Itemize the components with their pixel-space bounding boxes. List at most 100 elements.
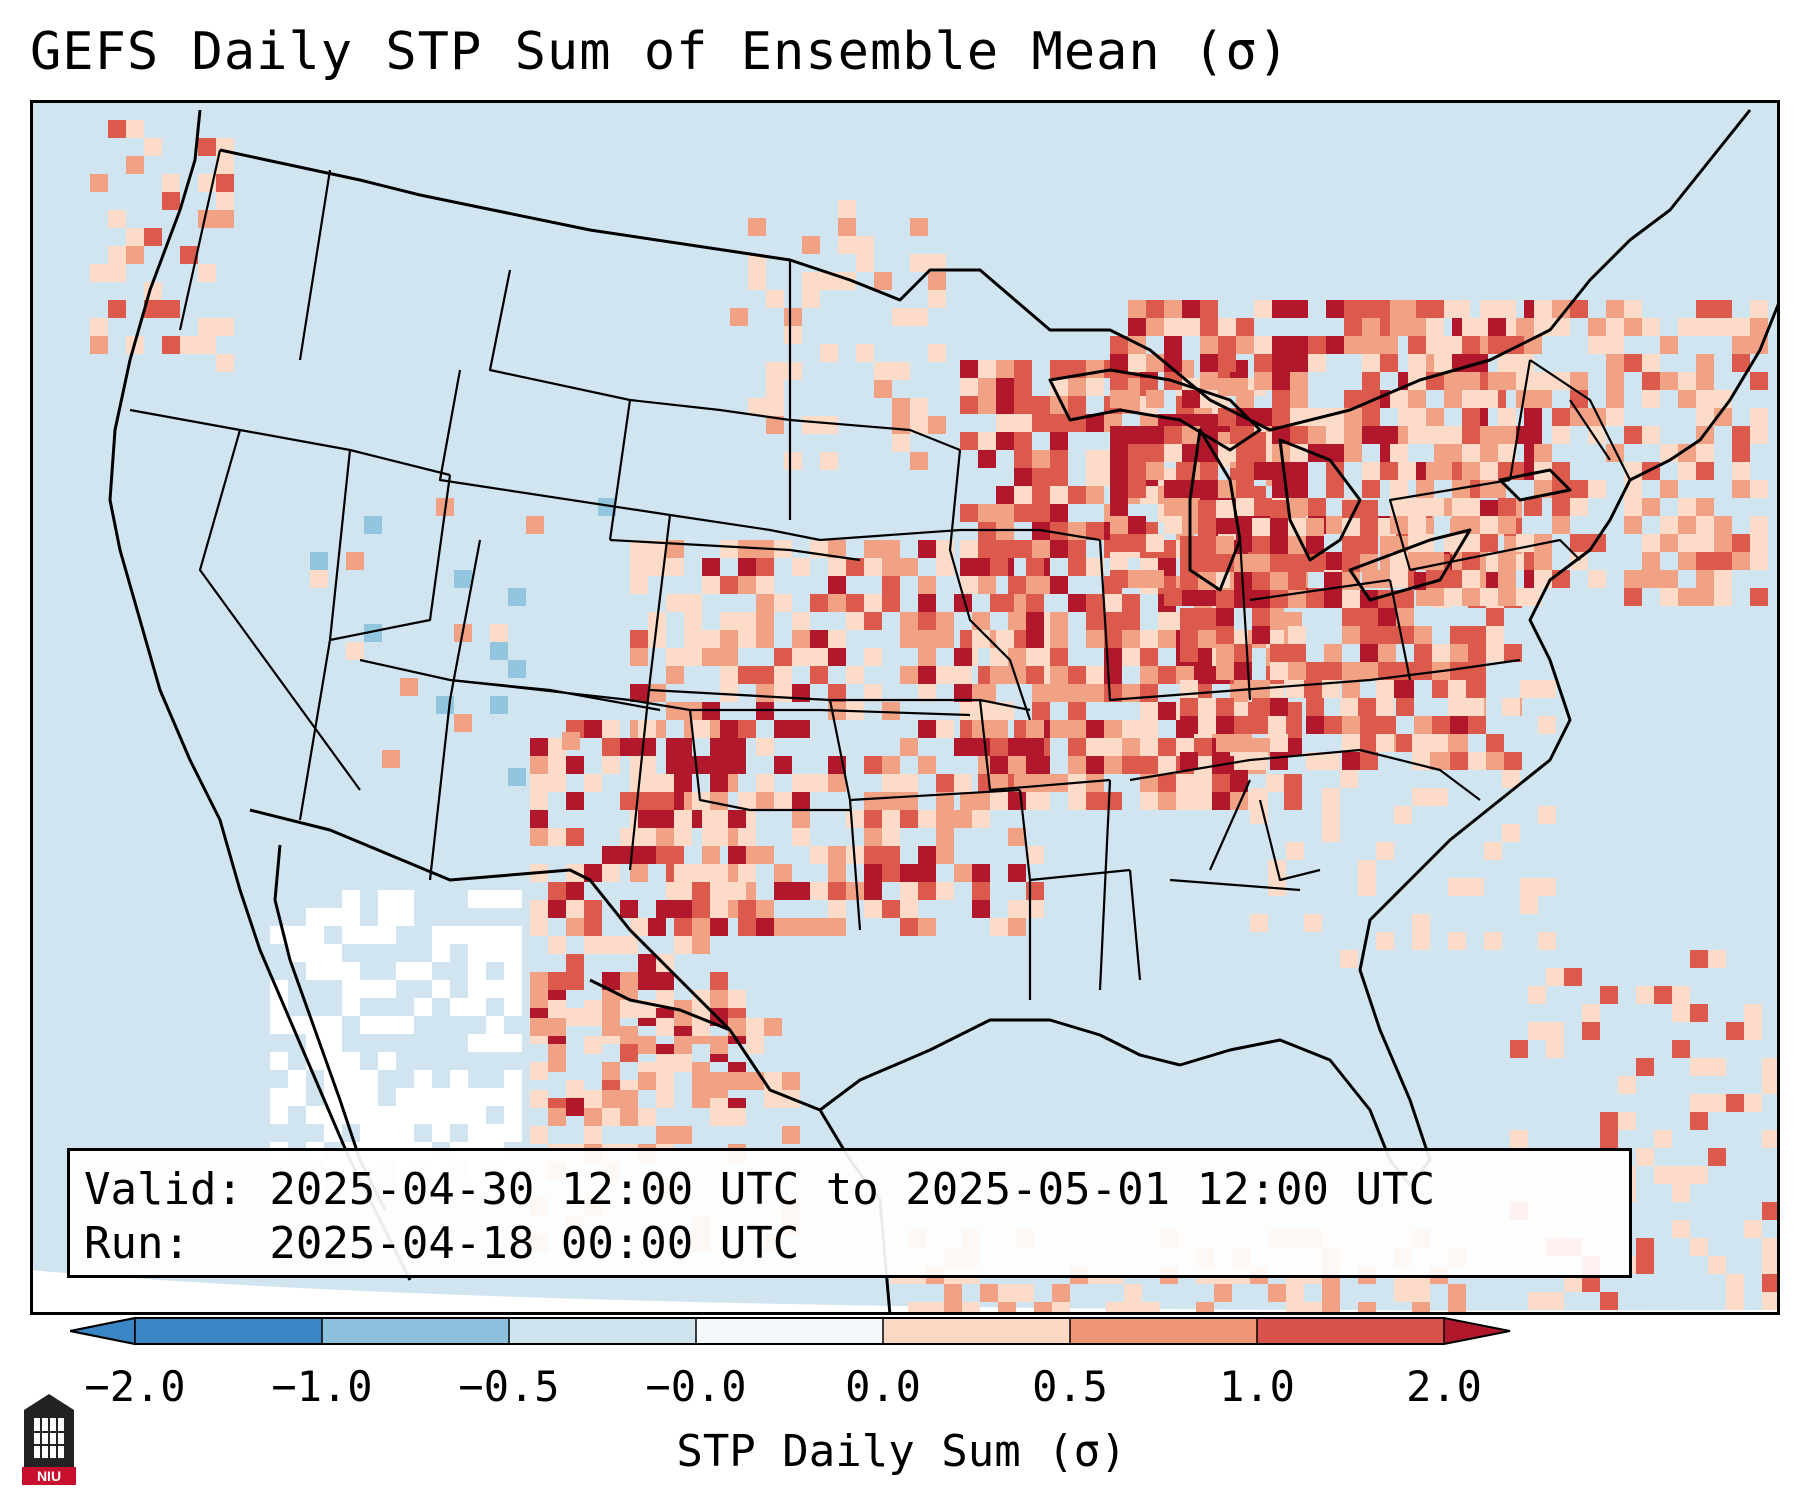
stp-cell: [1026, 720, 1044, 738]
stp-cell: [1486, 608, 1504, 626]
stp-cell: [1376, 842, 1394, 860]
stp-cell: [1254, 408, 1272, 426]
stp-cell: [810, 630, 828, 648]
stp-cell: [1606, 372, 1624, 390]
stp-cell: [1552, 408, 1570, 426]
stp-cell: [1068, 684, 1086, 702]
stp-cell: [892, 434, 910, 452]
stp-cell: [936, 612, 954, 630]
stp-cell: [1230, 774, 1248, 792]
stp-cell: [548, 882, 566, 900]
stp-cell: [1762, 1238, 1780, 1256]
stp-cell: [960, 396, 978, 414]
stp-cell: [1426, 408, 1444, 426]
stp-cell: [1236, 390, 1254, 408]
stp-cell: [1636, 1238, 1654, 1256]
stp-cell: [1026, 792, 1044, 810]
stp-cell: [828, 864, 846, 882]
stp-cell: [1176, 738, 1194, 756]
stp-cell: [378, 1124, 396, 1142]
stp-cell: [1146, 300, 1164, 318]
stp-cell: [1254, 300, 1272, 318]
stp-cell: [1216, 644, 1234, 662]
stp-cell: [1498, 552, 1516, 570]
stp-cell: [756, 630, 774, 648]
stp-cell: [548, 738, 566, 756]
stp-cell: [684, 648, 702, 666]
stp-cell: [1690, 1094, 1708, 1112]
stp-cell: [630, 684, 648, 702]
stp-cell: [1158, 612, 1176, 630]
stp-cell: [1068, 666, 1086, 684]
stp-cell: [1050, 576, 1068, 594]
stp-cell: [944, 1302, 962, 1315]
stp-cell: [900, 630, 918, 648]
colorbar-extend-high: [1444, 1318, 1510, 1344]
stp-cell: [378, 908, 396, 926]
stp-cell: [918, 720, 936, 738]
stp-cell: [1538, 806, 1556, 824]
stp-cell: [944, 1284, 962, 1302]
stp-cell: [364, 516, 382, 534]
stp-cell: [1690, 1004, 1708, 1022]
stp-cell: [1164, 300, 1182, 318]
stp-cell: [728, 846, 746, 864]
stp-cell: [792, 558, 810, 576]
stp-cell: [490, 642, 508, 660]
stp-cell: [1606, 390, 1624, 408]
stp-cell: [978, 540, 996, 558]
stp-cell: [180, 246, 198, 264]
stp-cell: [874, 362, 892, 380]
stp-cell: [1104, 738, 1122, 756]
stp-cell: [396, 1106, 414, 1124]
stp-cell: [1714, 552, 1732, 570]
stp-cell: [960, 504, 978, 522]
stp-cell: [1606, 300, 1624, 318]
stp-cell: [342, 962, 360, 980]
stp-cell: [1732, 462, 1750, 480]
stp-cell: [1468, 752, 1486, 770]
stp-cell: [468, 1088, 486, 1106]
stp-cell: [666, 666, 684, 684]
stp-cell: [756, 846, 774, 864]
stp-cell: [972, 864, 990, 882]
stp-cell: [990, 648, 1008, 666]
stp-cell: [802, 272, 820, 290]
stp-cell: [1362, 462, 1380, 480]
stp-cell: [548, 1054, 566, 1072]
stp-cell: [1570, 534, 1588, 552]
stp-cell: [1026, 612, 1044, 630]
stp-cell: [892, 416, 910, 434]
stp-cell: [656, 1090, 674, 1108]
stp-cell: [1198, 536, 1216, 554]
stp-cell: [1696, 408, 1714, 426]
stp-cell: [1396, 680, 1414, 698]
stp-map: [30, 100, 1780, 1315]
stp-cell: [566, 1098, 584, 1116]
stp-cell: [1588, 408, 1606, 426]
stp-cell: [1426, 426, 1444, 444]
stp-cell: [1164, 480, 1182, 498]
stp-cell: [1234, 734, 1252, 752]
stp-cell: [432, 980, 450, 998]
stp-cell: [630, 540, 648, 558]
stp-cell: [584, 1108, 602, 1126]
stp-cell: [882, 900, 900, 918]
stp-cell: [656, 972, 674, 990]
stp-cell: [1322, 1284, 1340, 1302]
stp-cell: [584, 1126, 602, 1144]
stp-cell: [584, 720, 602, 738]
stp-cell: [864, 900, 882, 918]
stp-cell: [666, 702, 684, 720]
stp-cell: [638, 846, 656, 864]
stp-cell: [1086, 450, 1104, 468]
stp-cell: [1236, 516, 1254, 534]
stp-cell: [360, 980, 378, 998]
stp-cell: [1426, 498, 1444, 516]
stp-cell: [1284, 774, 1302, 792]
stp-cell: [1696, 534, 1714, 552]
stp-cell: [1068, 702, 1086, 720]
stp-cell: [504, 1070, 522, 1088]
stp-cell: [1444, 336, 1462, 354]
stp-cell: [346, 552, 364, 570]
